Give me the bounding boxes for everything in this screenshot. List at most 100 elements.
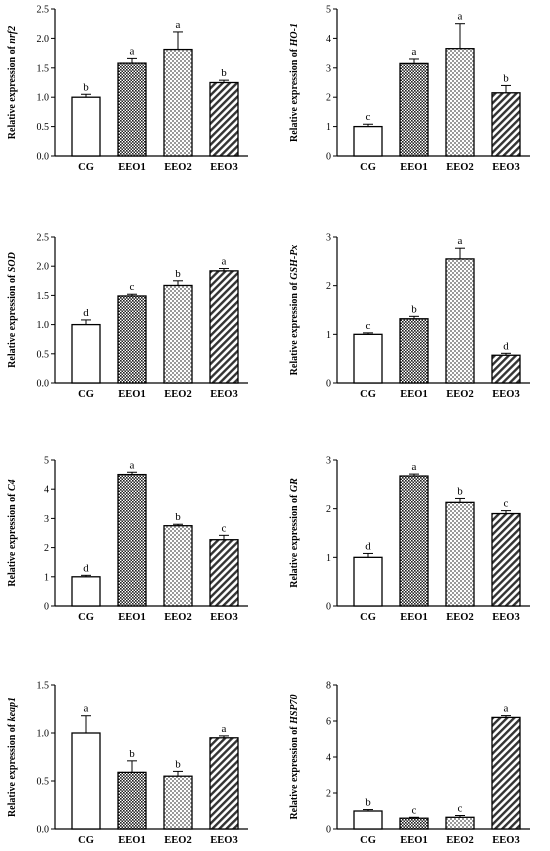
x-tick-label: CG bbox=[78, 835, 94, 846]
x-tick-label: EEO2 bbox=[446, 162, 473, 173]
significance-letter: a bbox=[412, 461, 417, 473]
y-tick-label: 2 bbox=[44, 543, 49, 554]
bar-eeo1 bbox=[117, 295, 147, 384]
x-tick-label: EEO2 bbox=[164, 162, 191, 173]
significance-letter: c bbox=[366, 111, 371, 123]
y-axis-label: Relative expression of keap1 bbox=[7, 697, 18, 817]
x-tick-label: EEO1 bbox=[400, 835, 427, 846]
significance-letter: a bbox=[222, 723, 227, 735]
y-axis-label-gene: nrf2 bbox=[7, 26, 18, 44]
x-tick-label: CG bbox=[78, 162, 94, 173]
chart-panel-nrf2: 0.0 0.5 1.0 1.5 2.0 2.5 Relative expression of… bbox=[7, 5, 248, 173]
bar-cg bbox=[71, 323, 101, 384]
y-axis-label: Relative expression of HO-1 bbox=[289, 23, 300, 142]
y-axis-label-prefix: Relative expression of bbox=[7, 44, 18, 140]
y-tick-label: 1.0 bbox=[37, 729, 50, 740]
y-tick-label: 3 bbox=[326, 233, 331, 244]
chart-panel-ho-1: 0 1 2 3 4 5 Relative expression of HO-1 c CG a EEO… bbox=[289, 5, 530, 173]
x-tick-label: EEO2 bbox=[446, 612, 473, 623]
significance-letter: d bbox=[83, 307, 89, 319]
y-axis-label: Relative expression of GR bbox=[289, 478, 300, 588]
significance-letter: b bbox=[129, 748, 135, 760]
x-tick-label: EEO2 bbox=[164, 389, 191, 400]
x-tick-label: EEO1 bbox=[118, 835, 145, 846]
bar-eeo3 bbox=[491, 92, 521, 157]
y-tick-label: 0.5 bbox=[37, 349, 50, 360]
significance-letter: a bbox=[412, 46, 417, 58]
significance-letter: a bbox=[84, 703, 89, 715]
y-axis-label-prefix: Relative expression of bbox=[289, 280, 300, 376]
significance-letter: b bbox=[503, 72, 509, 84]
x-tick-label: CG bbox=[360, 389, 376, 400]
y-axis-label: Relative expression of HSP70 bbox=[289, 694, 300, 819]
bar-eeo3 bbox=[491, 512, 521, 607]
significance-letter: d bbox=[365, 540, 371, 552]
x-tick-label: EEO3 bbox=[492, 389, 519, 400]
y-axis-label-gene: HO-1 bbox=[289, 23, 300, 47]
x-tick-label: EEO3 bbox=[492, 612, 519, 623]
y-tick-label: 0.0 bbox=[37, 825, 50, 836]
y-tick-label: 0 bbox=[326, 825, 331, 836]
significance-letter: b bbox=[365, 797, 371, 809]
y-axis-label-gene: HSP70 bbox=[289, 694, 300, 724]
y-tick-label: 2 bbox=[326, 281, 331, 292]
y-tick-label: 2.0 bbox=[37, 34, 50, 45]
significance-letter: c bbox=[504, 498, 509, 510]
bar-eeo1 bbox=[117, 473, 147, 607]
x-tick-label: EEO3 bbox=[210, 162, 237, 173]
y-tick-label: 1 bbox=[326, 330, 331, 341]
chart-panel-hsp70: 0 2 4 6 8 Relative expression of HSP70 b CG c EEO… bbox=[289, 681, 530, 846]
bar-eeo2 bbox=[163, 525, 193, 607]
x-tick-label: EEO1 bbox=[118, 612, 145, 623]
bar-eeo1 bbox=[399, 62, 429, 157]
y-axis-label-gene: keap1 bbox=[7, 697, 18, 721]
y-axis-label-gene: C4 bbox=[7, 479, 18, 491]
y-axis-label-gene: GR bbox=[289, 478, 300, 492]
y-tick-label: 1.5 bbox=[37, 681, 50, 692]
x-tick-label: EEO1 bbox=[400, 389, 427, 400]
significance-letter: b bbox=[457, 485, 463, 497]
bar-eeo2 bbox=[163, 284, 193, 384]
y-tick-label: 3 bbox=[44, 514, 49, 525]
y-tick-label: 0 bbox=[326, 152, 331, 163]
significance-letter: c bbox=[130, 281, 135, 293]
bar-eeo1 bbox=[399, 318, 429, 384]
bar-cg bbox=[71, 96, 101, 157]
y-axis-label-prefix: Relative expression of bbox=[289, 492, 300, 588]
bar-eeo1 bbox=[117, 771, 147, 830]
y-tick-label: 1.5 bbox=[37, 291, 50, 302]
significance-letter: a bbox=[176, 19, 181, 31]
x-tick-label: EEO3 bbox=[210, 835, 237, 846]
significance-letter: a bbox=[458, 235, 463, 247]
y-tick-label: 2.0 bbox=[37, 262, 50, 273]
y-tick-label: 1 bbox=[44, 572, 49, 583]
significance-letter: d bbox=[503, 340, 509, 352]
x-tick-label: EEO3 bbox=[492, 162, 519, 173]
bar-eeo3 bbox=[209, 81, 239, 157]
y-tick-label: 8 bbox=[326, 681, 331, 692]
x-tick-label: EEO2 bbox=[446, 835, 473, 846]
bar-cg bbox=[353, 556, 383, 607]
bar-eeo1 bbox=[117, 62, 147, 157]
y-axis-label: Relative expression of GSH-Px bbox=[289, 245, 300, 376]
bar-eeo2 bbox=[445, 48, 475, 157]
x-tick-label: EEO1 bbox=[400, 162, 427, 173]
y-tick-label: 1 bbox=[326, 122, 331, 133]
y-tick-label: 1 bbox=[326, 553, 331, 564]
y-tick-label: 0 bbox=[326, 602, 331, 613]
y-tick-label: 1.0 bbox=[37, 320, 50, 331]
x-tick-label: EEO1 bbox=[118, 162, 145, 173]
y-tick-label: 1.0 bbox=[37, 93, 50, 104]
x-tick-label: EEO3 bbox=[492, 835, 519, 846]
y-tick-label: 2 bbox=[326, 93, 331, 104]
y-tick-label: 0.0 bbox=[37, 152, 50, 163]
bar-cg bbox=[353, 810, 383, 830]
y-tick-label: 0.5 bbox=[37, 777, 50, 788]
y-axis-label-prefix: Relative expression of bbox=[7, 491, 18, 587]
significance-letter: b bbox=[175, 758, 181, 770]
chart-panel-gr: 0 1 2 3 Relative expression of GR d CG a EEO1 b EE… bbox=[289, 456, 530, 623]
x-tick-label: EEO1 bbox=[118, 389, 145, 400]
x-tick-label: EEO1 bbox=[400, 612, 427, 623]
x-tick-label: EEO2 bbox=[164, 835, 191, 846]
significance-letter: a bbox=[130, 459, 135, 471]
